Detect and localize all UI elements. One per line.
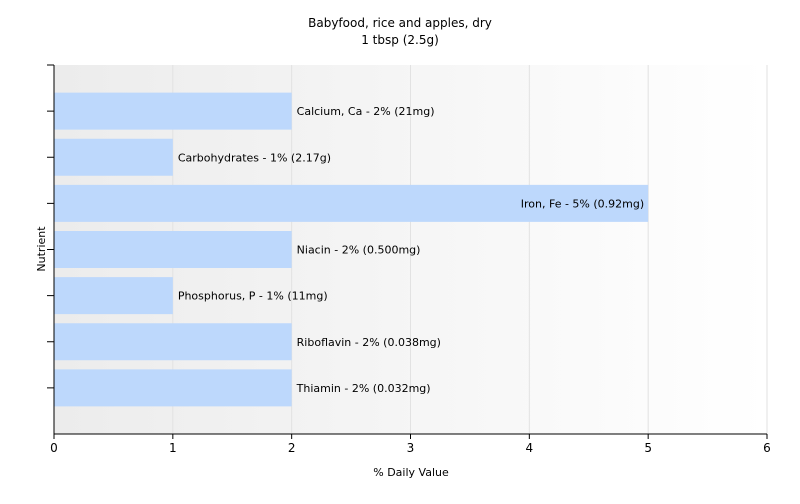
bars (54, 92, 649, 407)
bar-data-label: Riboflavin - 2% (0.038mg) (297, 336, 441, 349)
x-tick-label: 1 (169, 441, 177, 455)
bar (54, 231, 292, 268)
x-tick-label: 2 (288, 441, 296, 455)
data-labels: Calcium, Ca - 2% (21mg) Carbohydrates - 1… (178, 105, 644, 395)
x-tick-label: 0 (50, 441, 58, 455)
bar-data-label: Calcium, Ca - 2% (21mg) (297, 105, 435, 118)
x-tick-label: 3 (407, 441, 415, 455)
bar (54, 92, 292, 130)
chart-title: Babyfood, rice and apples, dry (308, 16, 492, 30)
bar (54, 369, 292, 407)
x-tick-label: 6 (763, 441, 771, 455)
bar-data-label: Phosphorus, P - 1% (11mg) (178, 290, 328, 303)
x-tick-label: 4 (526, 441, 534, 455)
y-axis-label: Nutrient (35, 226, 48, 272)
bar-data-label: Carbohydrates - 1% (2.17g) (178, 151, 331, 164)
bar-data-label: Niacin - 2% (0.500mg) (297, 244, 421, 257)
x-axis-label: % Daily Value (373, 466, 449, 479)
bar-data-label: Thiamin - 2% (0.032mg) (296, 382, 431, 395)
chart-subtitle: 1 tbsp (2.5g) (361, 33, 439, 47)
bar (54, 277, 173, 315)
axes: 0 1 2 3 4 5 6 (47, 64, 771, 455)
bar (54, 323, 292, 361)
x-tick-label: 5 (644, 441, 652, 455)
bar-data-label: Iron, Fe - 5% (0.92mg) (521, 197, 644, 210)
bar (54, 184, 649, 222)
bar (54, 138, 173, 176)
